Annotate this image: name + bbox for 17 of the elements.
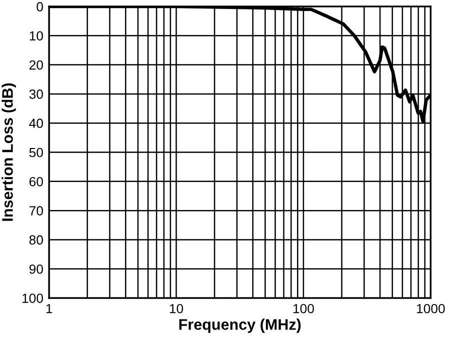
x-tick-label: 1 xyxy=(46,304,52,314)
y-axis-title: Insertion Loss (dB) xyxy=(2,83,16,221)
x-tick-label: 1000 xyxy=(416,304,445,314)
y-tick-label: 90 xyxy=(29,264,43,274)
y-tick-label: 100 xyxy=(22,294,43,303)
y-tick-label: 40 xyxy=(29,118,43,128)
y-tick-label: 60 xyxy=(29,176,43,186)
y-tick-label: 30 xyxy=(29,90,43,99)
y-tick-label: 20 xyxy=(29,60,43,70)
y-tick-label: 80 xyxy=(29,235,43,245)
y-tick-label: 50 xyxy=(29,148,43,158)
y-tick-label: 10 xyxy=(30,31,43,41)
x-tick-label: 10 xyxy=(170,304,184,314)
y-tick-label: 0 xyxy=(36,2,43,12)
x-tick-label: 100 xyxy=(293,304,314,314)
x-axis-title: Frequency (MHz) xyxy=(179,318,301,333)
y-tick-label: 70 xyxy=(29,206,43,216)
